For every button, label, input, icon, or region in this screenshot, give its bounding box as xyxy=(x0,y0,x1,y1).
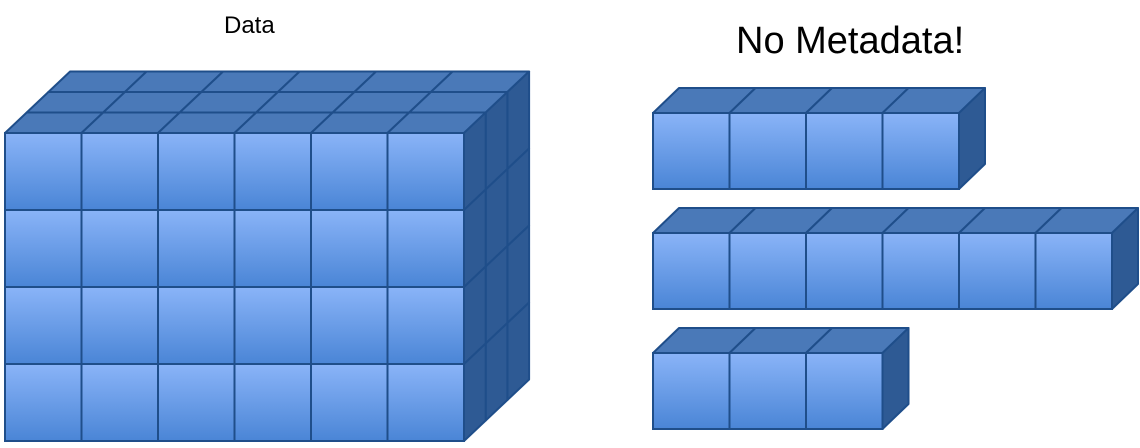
row-cube xyxy=(652,112,731,190)
row-cube xyxy=(652,352,731,430)
row-cube xyxy=(805,352,884,430)
no-metadata-rows xyxy=(652,87,1139,430)
data-cube xyxy=(310,286,389,365)
cube-row-2 xyxy=(652,207,1139,310)
data-cube xyxy=(233,363,312,442)
cube-row-1 xyxy=(652,87,986,190)
data-cube xyxy=(310,132,389,211)
data-cube xyxy=(386,286,465,365)
data-cube xyxy=(80,286,159,365)
row-cube xyxy=(805,232,884,310)
data-cube xyxy=(4,286,83,365)
row-cube xyxy=(728,232,807,310)
data-title: Data xyxy=(224,12,275,39)
data-cube xyxy=(4,132,83,211)
data-cube xyxy=(233,209,312,288)
data-cube xyxy=(233,286,312,365)
cube-row-3 xyxy=(652,327,910,430)
row-cube xyxy=(958,232,1037,310)
row-cube xyxy=(805,112,884,190)
data-cube xyxy=(80,132,159,211)
data-cube xyxy=(386,132,465,211)
data-cube xyxy=(80,363,159,442)
data-cube-block xyxy=(4,70,531,442)
row-cube xyxy=(1034,232,1113,310)
data-cube xyxy=(310,209,389,288)
data-cube xyxy=(386,209,465,288)
data-cube xyxy=(157,132,236,211)
data-cube xyxy=(4,363,83,442)
row-cube xyxy=(728,112,807,190)
data-cube xyxy=(80,209,159,288)
data-cube xyxy=(233,132,312,211)
data-cube xyxy=(4,209,83,288)
row-cube xyxy=(881,112,960,190)
row-cube xyxy=(652,232,731,310)
data-cube xyxy=(310,363,389,442)
row-cube xyxy=(881,232,960,310)
no-metadata-title: No Metadata! xyxy=(736,20,965,62)
data-cube xyxy=(157,209,236,288)
data-cube xyxy=(386,363,465,442)
data-cube xyxy=(157,286,236,365)
data-cube xyxy=(157,363,236,442)
row-cube xyxy=(728,352,807,430)
